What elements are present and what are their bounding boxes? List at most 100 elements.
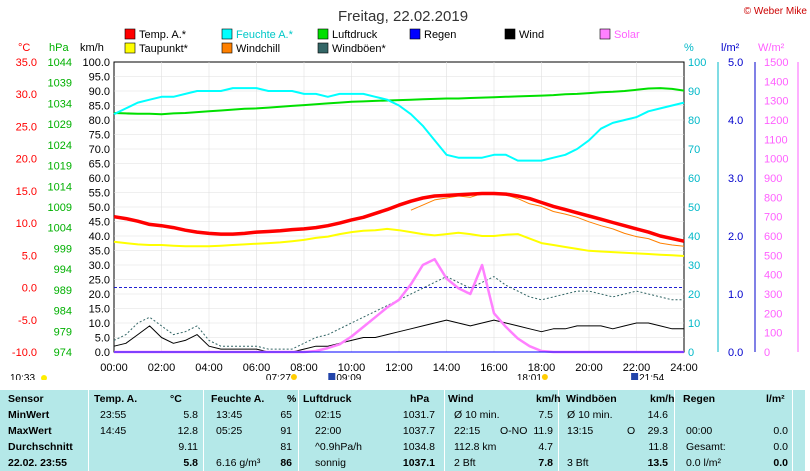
stat-cell: 22:00 [315, 425, 342, 437]
wind-tick-label: 30.0 [89, 260, 110, 272]
stat-cell: 0.0 [773, 441, 788, 453]
wind-axis-unit: km/h [80, 42, 104, 54]
legend-swatch [221, 28, 233, 40]
legend-label: Taupunkt* [139, 43, 189, 55]
moonrise-icon [328, 373, 336, 380]
wind-tick-label: 90.0 [89, 86, 110, 98]
temp-tick-label: 20.0 [16, 154, 37, 166]
stat-cell: 91 [280, 425, 292, 437]
axis-unit-labels: °C hPa km/h% l/m² W/m² [18, 42, 785, 54]
moon-phase-time: 10:33 [10, 373, 35, 380]
moonset-time: 21:54 [639, 373, 664, 380]
stat-cell: O-NO [500, 425, 528, 437]
stat-cell: MinWert [8, 409, 50, 421]
humidity-tick-label: 20 [688, 289, 700, 301]
legend-swatch [221, 42, 233, 54]
x-tick-label: 16:00 [480, 362, 508, 374]
wind-tick-label: 55.0 [89, 188, 110, 200]
series-wind-line [113, 319, 684, 353]
solar-tick-label: 1000 [764, 154, 788, 166]
stat-cell: 14:45 [100, 425, 127, 437]
wind-tick-label: 50.0 [89, 202, 110, 214]
solar-tick-label: 100 [764, 328, 782, 340]
temp-tick-label: 30.0 [16, 89, 37, 101]
sunrise-time: 07:27 [266, 373, 291, 380]
stat-cell: °C [170, 393, 182, 405]
solar-tick-label: 1400 [764, 76, 788, 88]
x-tick-label: 06:00 [243, 362, 271, 374]
wind-tick-label: 65.0 [89, 159, 110, 171]
stat-cell: 9.11 [178, 441, 198, 453]
series-taupunkt-line [113, 227, 685, 257]
wind-tick-label: 100.0 [82, 57, 110, 69]
stat-cell: Ø 10 min. [454, 409, 500, 421]
wind-tick-label: 15.0 [89, 304, 110, 316]
column-divider [444, 390, 445, 471]
legend-label: Windböen* [332, 43, 387, 55]
stat-cell: 7.5 [538, 409, 553, 421]
legend-label: Solar [614, 29, 640, 41]
stat-cell: l/m² [766, 393, 785, 405]
wind-tick-label: 0.0 [95, 347, 110, 359]
stat-cell: 23:55 [100, 409, 127, 421]
x-tick-label: 00:00 [100, 362, 128, 374]
stat-cell: 1037.7 [402, 425, 435, 437]
series-tempa-line [113, 191, 685, 243]
humidity-tick-label: 80 [688, 115, 700, 127]
solar-tick-label: 1100 [764, 134, 788, 146]
sunset-time: 18:01 [517, 373, 542, 380]
chart-title: Freitag, 22.02.2019 [338, 8, 468, 25]
humidity-tick-label: 100 [688, 57, 706, 69]
pressure-tick-label: 1029 [48, 119, 72, 131]
temp-tick-label: 5.0 [22, 250, 37, 262]
stat-cell: 3 Bft [567, 457, 589, 469]
stat-cell: MaxWert [8, 425, 52, 437]
pressure-axis-unit: hPa [49, 42, 69, 54]
legend-label: Wind [519, 29, 544, 41]
stat-cell: 0.0 [773, 457, 788, 469]
solar-tick-label: 200 [764, 308, 782, 320]
stat-cell: 02:15 [315, 409, 342, 421]
stat-cell: 112.8 km [454, 441, 497, 453]
solar-axis-unit: W/m² [758, 42, 785, 54]
stat-cell: sonnig [315, 457, 346, 469]
legend-swatch [317, 42, 329, 54]
wind-tick-label: 95.0 [89, 72, 110, 84]
x-tick-label: 22:00 [623, 362, 651, 374]
pressure-tick-label: 1039 [48, 78, 72, 90]
stat-cell: O [627, 425, 636, 437]
solar-tick-label: 300 [764, 289, 782, 301]
solar-tick-label: 1300 [764, 96, 788, 108]
wind-tick-label: 45.0 [89, 217, 110, 229]
stat-cell: 05:25 [216, 425, 243, 437]
stat-cell: 5.8 [183, 457, 198, 469]
x-tick-label: 08:00 [290, 362, 318, 374]
stat-cell: 1031.7 [402, 409, 435, 421]
wind-tick-label: 60.0 [89, 173, 110, 185]
x-tick-label: 14:00 [433, 362, 461, 374]
stat-cell: 13:15 [567, 425, 594, 437]
wind-tick-label: 40.0 [89, 231, 110, 243]
temp-tick-label: -10.0 [12, 347, 37, 359]
temp-tick-label: -5.0 [18, 315, 37, 327]
stat-cell: Temp. A. [94, 393, 138, 405]
solar-tick-label: 1200 [764, 115, 788, 127]
stat-cell: 0.0 [773, 425, 788, 437]
legend-swatch [124, 28, 136, 40]
humidity-tick-label: 60 [688, 173, 700, 185]
legend-label: Luftdruck [332, 29, 378, 41]
temp-tick-label: 15.0 [16, 186, 37, 198]
stat-cell: Regen [683, 393, 716, 405]
wind-tick-label: 35.0 [89, 246, 110, 258]
pressure-tick-label: 1044 [48, 57, 72, 69]
column-divider [558, 390, 559, 471]
chart-legend: Temp. A.* Feuchte A.* Luftdruck Regen Wind So… [124, 28, 640, 55]
humidity-axis-unit: % [684, 42, 694, 54]
stat-cell: 29.3 [647, 425, 668, 437]
stat-cell: 12.8 [177, 425, 198, 437]
solar-tick-label: 900 [764, 173, 782, 185]
column-divider [298, 390, 299, 471]
solar-tick-label: 800 [764, 192, 782, 204]
stat-cell: Gesamt: [686, 441, 726, 453]
stat-cell: Durchschnitt [8, 441, 73, 453]
